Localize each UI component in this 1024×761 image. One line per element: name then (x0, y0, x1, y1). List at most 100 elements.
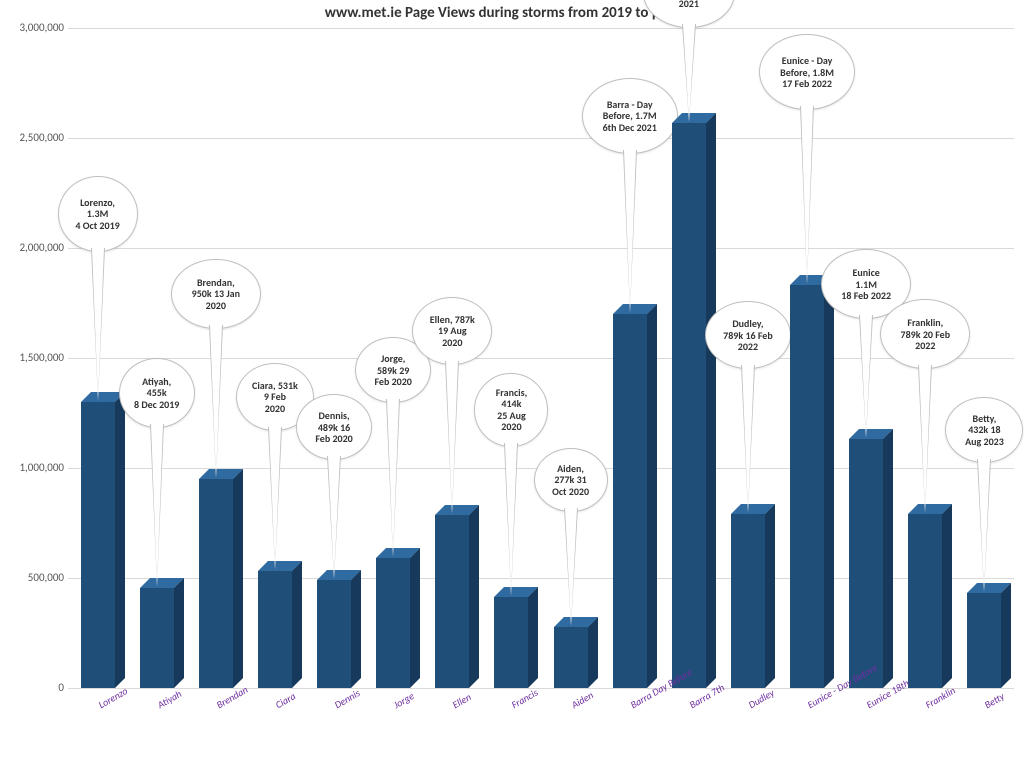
bar (140, 588, 174, 688)
callout-tail (623, 150, 637, 313)
x-tick-label: Ellen (450, 690, 473, 711)
callout-bubble: Jorge,589k 29Feb 2020 (355, 337, 431, 403)
callout-tail (919, 365, 931, 512)
y-tick-label: 2,500,000 (4, 131, 64, 144)
callout: Lorenzo,1.3M4 Oct 2019 (58, 176, 138, 252)
callout: Atiyah,455k8 Dec 2019 (119, 358, 195, 428)
callout-tail (742, 365, 754, 512)
callout-tail (269, 427, 281, 569)
callout-bubble: Eunice - DayBefore, 1.8M17 Feb 2022 (759, 34, 855, 110)
callout-tail (801, 106, 813, 283)
x-tick-label: Betty (982, 690, 1007, 712)
bar (967, 593, 1001, 688)
y-tick-label: 500,000 (4, 571, 64, 584)
chart-container: www.met.ie Page Views during storms from… (0, 0, 1024, 761)
bar (731, 514, 765, 688)
callout-tail (268, 427, 282, 570)
callout-bubble: Dennis,489k 16Feb 2020 (296, 394, 372, 460)
y-tick-label: 1,500,000 (4, 351, 64, 364)
callout-bubble: Dudley,789k 16 Feb2022 (705, 301, 791, 369)
bar (81, 402, 115, 688)
callout-tail (565, 508, 577, 625)
callout: Dennis,489k 16Feb 2020 (296, 394, 372, 460)
bar (317, 580, 351, 688)
bar (199, 479, 233, 688)
x-tick-label: Atiyah (155, 687, 184, 711)
callout-tail (210, 325, 222, 477)
gridline (68, 248, 1014, 249)
callout: Brendan,950k 13 Jan2020 (171, 259, 261, 329)
x-tick-label: Ciara (273, 689, 298, 711)
callout: Eunice - DayBefore, 1.8M17 Feb 2022 (759, 34, 855, 110)
callout-bubble: Ellen, 787k19 Aug2020 (412, 297, 492, 365)
callout-tail (564, 508, 578, 626)
plot-area: Lorenzo,1.3M4 Oct 2019Atiyah,455k8 Dec 2… (68, 28, 1014, 688)
callout: Aiden,277k 31Oct 2020 (534, 448, 608, 512)
callout-bubble: Barra - DayBefore, 1.7M6th Dec 2021 (582, 78, 678, 154)
bar (494, 597, 528, 688)
bar (258, 571, 292, 688)
bar (849, 439, 883, 688)
bar (435, 515, 469, 688)
y-tick-label: 0 (4, 681, 64, 694)
callout-tail (386, 399, 400, 557)
bar (376, 558, 410, 688)
callout: Jorge,589k 29Feb 2020 (355, 337, 431, 403)
callout-tail (387, 399, 399, 556)
callout: Eunice1.1M18 Feb 2022 (821, 249, 911, 319)
callout-tail (92, 248, 104, 400)
callout-tail (741, 365, 755, 513)
bar (790, 285, 824, 688)
callout-tail (800, 106, 814, 284)
callout-tail (860, 315, 872, 437)
callout-bubble: Eunice1.1M18 Feb 2022 (821, 249, 911, 319)
callout-tail (859, 315, 873, 438)
callout-bubble: Ciara, 531k9 Feb2020 (236, 363, 314, 431)
gridline (68, 358, 1014, 359)
callout: Ciara, 531k9 Feb2020 (236, 363, 314, 431)
x-tick-label: Jorge (391, 689, 416, 711)
y-tick-label: 2,000,000 (4, 241, 64, 254)
gridline (68, 28, 1014, 29)
x-tick-label: Aiden (569, 688, 596, 711)
callout-bubble: Aiden,277k 31Oct 2020 (534, 448, 608, 512)
bar (908, 514, 942, 688)
y-tick-label: 1,000,000 (4, 461, 64, 474)
callout-bubble: Atiyah,455k8 Dec 2019 (119, 358, 195, 428)
callout-tail (209, 325, 223, 478)
callout-tail (151, 424, 163, 586)
gridline (68, 138, 1014, 139)
callout-tail (445, 361, 459, 514)
callout: Betty,432k 18Aug 2023 (945, 397, 1023, 463)
callout-tail (682, 24, 696, 122)
callout-bubble: Francis,414k25 Aug2020 (474, 373, 548, 447)
callout-tail (918, 365, 932, 513)
callout-tail (978, 459, 990, 591)
callout: Barra - DayBefore, 1.7M6th Dec 2021 (582, 78, 678, 154)
callout-tail (624, 150, 636, 312)
gridline (68, 688, 1014, 689)
callout-tail (683, 24, 695, 121)
callout-tail (150, 424, 164, 587)
callout-tail (446, 361, 458, 513)
x-tick-label: Dudley (746, 686, 777, 711)
callout-bubble: Lorenzo,1.3M4 Oct 2019 (58, 176, 138, 252)
callout: Dudley,789k 16 Feb2022 (705, 301, 791, 369)
y-tick-label: 3,000,000 (4, 21, 64, 34)
callout-tail (327, 456, 341, 579)
callout-tail (504, 443, 518, 596)
callout-tail (91, 248, 105, 401)
callout-tail (977, 459, 991, 592)
callout-bubble: Betty,432k 18Aug 2023 (945, 397, 1023, 463)
chart-title: www.met.ie Page Views during storms from… (0, 4, 1024, 22)
callout-tail (328, 456, 340, 578)
callout-tail (505, 443, 517, 595)
x-tick-label: Francis (509, 686, 540, 712)
x-tick-label: Dennis (332, 686, 362, 711)
callout: Francis,414k25 Aug2020 (474, 373, 548, 447)
bar (613, 314, 647, 688)
bar (554, 627, 588, 688)
callout: Ellen, 787k19 Aug2020 (412, 297, 492, 365)
callout-bubble: Brendan,950k 13 Jan2020 (171, 259, 261, 329)
bar (672, 123, 706, 688)
